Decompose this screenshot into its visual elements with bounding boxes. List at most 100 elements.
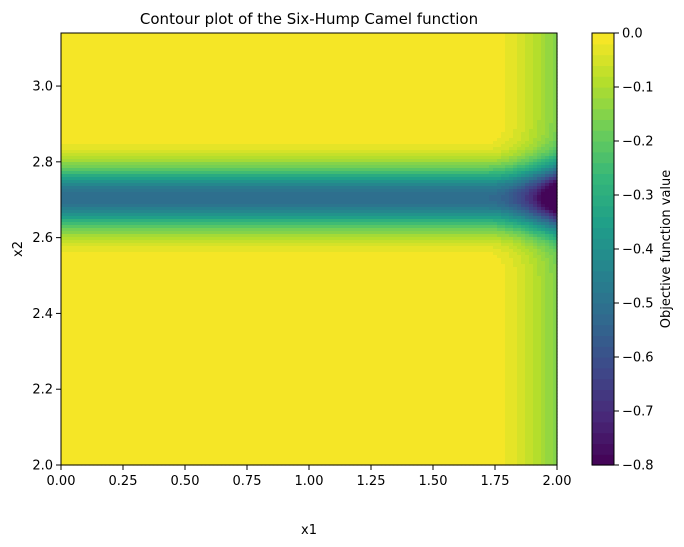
contour-cell bbox=[61, 141, 66, 145]
contour-cell bbox=[65, 240, 70, 244]
contour-cell bbox=[69, 42, 74, 46]
contour-cell bbox=[85, 114, 90, 118]
contour-cell bbox=[69, 168, 74, 172]
contour-cell bbox=[81, 360, 86, 364]
contour-cell bbox=[85, 207, 90, 211]
contour-cell bbox=[81, 72, 86, 76]
contour-cell bbox=[73, 249, 78, 253]
contour-cell bbox=[69, 363, 74, 367]
contour-cell bbox=[73, 462, 78, 466]
contour-cell bbox=[73, 51, 78, 55]
contour-cell bbox=[61, 207, 66, 211]
contour-cell bbox=[65, 396, 70, 400]
contour-cell bbox=[81, 150, 86, 154]
contour-cell bbox=[61, 198, 66, 202]
contour-cell bbox=[69, 84, 74, 88]
contour-cell bbox=[77, 51, 82, 55]
contour-cell bbox=[81, 327, 86, 331]
contour-cell bbox=[61, 327, 66, 331]
contour-cell bbox=[77, 270, 82, 274]
contour-cell bbox=[77, 312, 82, 316]
contour-cell bbox=[69, 249, 74, 253]
contour-cell bbox=[61, 54, 66, 58]
contour-cell bbox=[61, 93, 66, 97]
contour-cell bbox=[81, 93, 86, 97]
contour-cell bbox=[77, 375, 82, 379]
contour-cell bbox=[73, 435, 78, 439]
contour-cell bbox=[65, 195, 70, 199]
contour-cell bbox=[73, 426, 78, 430]
contour-cell bbox=[73, 447, 78, 451]
contour-cell bbox=[65, 246, 70, 250]
contour-cell bbox=[73, 357, 78, 361]
contour-cell bbox=[65, 222, 70, 226]
contour-cell bbox=[73, 318, 78, 322]
contour-cell bbox=[69, 33, 74, 37]
contour-cell bbox=[81, 435, 86, 439]
contour-cell bbox=[77, 252, 82, 256]
contour-cell bbox=[73, 381, 78, 385]
contour-cell bbox=[77, 420, 82, 424]
contour-cell bbox=[69, 279, 74, 283]
contour-cell bbox=[77, 447, 82, 451]
contour-cell bbox=[81, 138, 86, 142]
contour-cell bbox=[85, 111, 90, 115]
contour-cell bbox=[73, 150, 78, 154]
contour-cell bbox=[69, 48, 74, 52]
contour-cell bbox=[81, 393, 86, 397]
contour-cell bbox=[81, 156, 86, 160]
contour-cell bbox=[85, 129, 90, 133]
contour-cell bbox=[77, 132, 82, 136]
contour-cell bbox=[81, 69, 86, 73]
contour-cell bbox=[65, 357, 70, 361]
contour-cell bbox=[69, 273, 74, 277]
contour-cell bbox=[69, 264, 74, 268]
contour-cell bbox=[73, 126, 78, 130]
contour-cell bbox=[61, 216, 66, 220]
contour-cell bbox=[61, 240, 66, 244]
contour-cell bbox=[85, 288, 90, 292]
contour-cell bbox=[85, 318, 90, 322]
contour-cell bbox=[61, 348, 66, 352]
contour-cell bbox=[77, 150, 82, 154]
contour-cell bbox=[73, 267, 78, 271]
contour-cell bbox=[85, 168, 90, 172]
contour-cell bbox=[69, 330, 74, 334]
contour-cell bbox=[81, 189, 86, 193]
contour-cell bbox=[65, 129, 70, 133]
contour-cell bbox=[77, 414, 82, 418]
contour-cell bbox=[73, 195, 78, 199]
contour-cell bbox=[61, 351, 66, 355]
contour-cell bbox=[77, 357, 82, 361]
contour-cell bbox=[69, 270, 74, 274]
contour-cell bbox=[77, 210, 82, 214]
contour-cell bbox=[73, 198, 78, 202]
contour-cell bbox=[73, 69, 78, 73]
contour-cell bbox=[73, 78, 78, 82]
contour-cell bbox=[77, 135, 82, 139]
contour-cell bbox=[73, 441, 78, 445]
contour-cell bbox=[73, 450, 78, 454]
contour-cell bbox=[61, 33, 66, 37]
contour-cell bbox=[73, 432, 78, 436]
contour-cell bbox=[73, 309, 78, 313]
contour-cell bbox=[61, 171, 66, 175]
contour-cell bbox=[61, 255, 66, 259]
contour-cell bbox=[65, 249, 70, 253]
contour-cell bbox=[65, 252, 70, 256]
contour-cell bbox=[73, 132, 78, 136]
contour-cell bbox=[61, 375, 66, 379]
contour-cell bbox=[85, 42, 90, 46]
contour-cell bbox=[81, 462, 86, 466]
contour-cell bbox=[77, 99, 82, 103]
contour-cell bbox=[81, 243, 86, 247]
contour-cell bbox=[69, 63, 74, 67]
contour-cell bbox=[81, 336, 86, 340]
contour-cell bbox=[61, 345, 66, 349]
contour-cell bbox=[77, 81, 82, 85]
contour-cell bbox=[81, 252, 86, 256]
contour-cell bbox=[77, 117, 82, 121]
contour-cell bbox=[81, 339, 86, 343]
contour-cell bbox=[61, 165, 66, 169]
contour-cell bbox=[69, 429, 74, 433]
